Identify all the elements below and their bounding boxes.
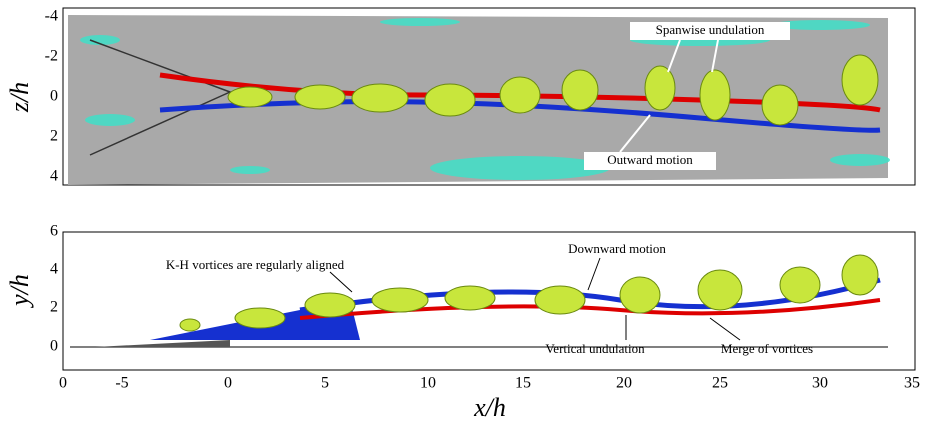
shape	[619, 276, 661, 314]
arrow	[619, 114, 651, 153]
x-tick-label: 35	[904, 375, 920, 392]
shape	[444, 285, 496, 311]
shape	[779, 266, 821, 304]
shape	[761, 84, 799, 126]
annotation: Vertical undulation	[545, 341, 645, 356]
y-tick-label: 4	[50, 261, 58, 278]
shape	[699, 69, 731, 121]
shape	[430, 156, 610, 180]
shape	[841, 254, 879, 296]
arrow	[667, 39, 681, 73]
y-tick-label: 0	[50, 338, 58, 355]
y-axis-label: y/h	[5, 274, 34, 309]
plate	[68, 15, 888, 185]
shape	[230, 166, 270, 174]
annotation: Outward motion	[607, 152, 693, 167]
plate	[95, 340, 230, 347]
y-axis-label: z/h	[5, 82, 34, 113]
vortex-cores	[179, 254, 879, 332]
x-tick-label: 0	[59, 375, 67, 392]
y-tick-label: 0	[50, 88, 58, 105]
annotation: Merge of vortices	[721, 341, 813, 356]
x-tick-label: 25	[712, 375, 728, 392]
y-tick-label: -4	[45, 8, 58, 25]
x-tick-label: 20	[616, 375, 632, 392]
annotation: Spanwise undulation	[656, 22, 765, 37]
shape	[697, 269, 743, 311]
shape	[234, 307, 286, 329]
top-panel: -4 -2 0 2 4 z/h Spanwise undulation Outw…	[5, 7, 916, 186]
shape	[499, 76, 541, 114]
shape	[830, 154, 890, 166]
shape	[294, 84, 346, 110]
x-tick-label: 15	[515, 375, 531, 392]
shape	[351, 83, 409, 113]
shape	[80, 35, 120, 45]
leading-edge	[89, 39, 232, 156]
bottom-panel: 6 4 2 0 0 -5 0 5 10 15 20 25 30 35 y/h x…	[5, 223, 920, 422]
label-box	[584, 152, 716, 170]
x-tick-label: -5	[115, 375, 128, 392]
y-tick-label: 4	[50, 168, 58, 185]
shape	[534, 285, 586, 315]
shape	[85, 114, 135, 126]
shape	[227, 86, 273, 108]
shape	[424, 83, 476, 117]
y-tick-label: -2	[45, 48, 58, 65]
shape	[644, 65, 676, 111]
annotation: K-H vortices are regularly aligned	[166, 257, 345, 272]
x-tick-label: 30	[812, 375, 828, 392]
x-tick-label: 0	[224, 375, 232, 392]
annotation: Downward motion	[568, 241, 666, 256]
teal-structures	[80, 18, 890, 180]
label-box	[630, 22, 790, 40]
shape	[561, 69, 599, 111]
y-tick-label: 2	[50, 128, 58, 145]
shape	[380, 18, 460, 26]
vortex-cores	[227, 54, 879, 126]
shape	[371, 287, 429, 313]
shape	[304, 292, 356, 318]
y-tick-label: 6	[50, 223, 58, 240]
arrow	[709, 317, 741, 341]
x-tick-label: 5	[321, 375, 329, 392]
x-tick-label: 10	[420, 375, 436, 392]
arrow	[711, 39, 719, 73]
shape	[179, 318, 201, 332]
x-axis-label: x/h	[473, 393, 506, 422]
shape	[770, 20, 870, 30]
y-tick-label: 2	[50, 299, 58, 316]
arrow	[329, 271, 353, 293]
arrow	[587, 257, 601, 291]
shape	[841, 54, 879, 106]
